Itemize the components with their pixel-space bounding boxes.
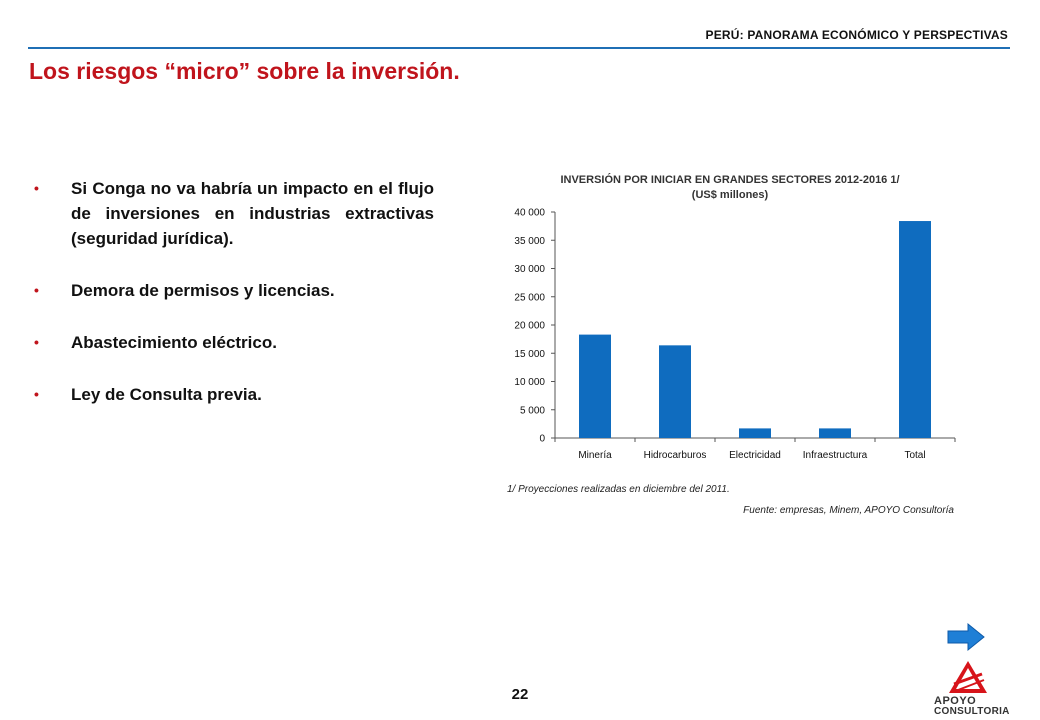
bullet-list: • Si Conga no va habría un impacto en el … [34,176,434,434]
y-tick-label: 30 000 [514,264,545,275]
bullet-item: • Ley de Consulta previa. [34,382,434,407]
bar [659,345,691,438]
y-tick-label: 0 [539,434,545,445]
apoyo-consultoria-logo: APOYO CONSULTORIA [928,660,1012,718]
chart-title: INVERSIÓN POR INICIAR EN GRANDES SECTORE… [560,174,900,186]
x-tick-label: Hidrocarburos [644,450,707,461]
bar [739,428,771,438]
y-tick-label: 20 000 [514,321,545,332]
y-tick-label: 5 000 [520,405,545,416]
right-arrow-icon [947,622,985,652]
logo-mark-icon [949,661,987,693]
next-slide-button[interactable] [946,622,986,657]
bar [819,428,851,438]
bar-chart: 0 5 000 10 000 15 000 20 000 25 000 30 000 35 0… [514,208,956,461]
bullet-item: • Si Conga no va habría un impacto en el … [34,176,434,251]
x-tick-label: Minería [578,450,612,461]
y-tick-label: 35 000 [514,236,545,247]
header-divider [28,47,1010,49]
bullet-dot: • [34,386,39,402]
bullet-text: Demora de permisos y licencias. [71,281,335,300]
x-tick-label: Electricidad [729,450,781,461]
bullet-dot: • [34,180,39,196]
logo-text-line2: CONSULTORIA [934,706,1010,717]
chart-subtitle: (US$ millones) [691,189,769,201]
logo-text-line1: APOYO [934,695,977,707]
y-tick-label: 10 000 [514,377,545,388]
x-tick-label: Total [904,450,925,461]
bullet-item: • Abastecimiento eléctrico. [34,330,434,355]
y-tick-label: 15 000 [514,349,545,360]
bullet-text: Si Conga no va habría un impacto en el f… [71,179,434,248]
bar [579,334,611,438]
bullet-text: Abastecimiento eléctrico. [71,333,277,352]
x-tick-label: Infraestructura [803,450,868,461]
chart-note: 1/ Proyecciones realizadas en diciembre … [507,484,730,495]
page-number: 22 [511,686,529,703]
bar [899,221,931,438]
header-title: PERÚ: PANORAMA ECONÓMICO Y PERSPECTIVAS [705,28,1008,42]
bullet-item: • Demora de permisos y licencias. [34,278,434,303]
bullet-dot: • [34,334,39,350]
bullet-text: Ley de Consulta previa. [71,385,262,404]
bullet-dot: • [34,282,39,298]
y-tick-label: 40 000 [514,208,545,219]
chart-source: Fuente: empresas, Minem, APOYO Consultor… [743,505,954,516]
y-tick-label: 25 000 [514,292,545,303]
page-title: Los riesgos “micro” sobre la inversión. [29,58,460,84]
